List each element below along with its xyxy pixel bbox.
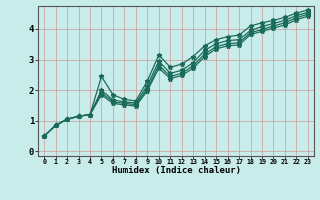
X-axis label: Humidex (Indice chaleur): Humidex (Indice chaleur) [111,166,241,175]
